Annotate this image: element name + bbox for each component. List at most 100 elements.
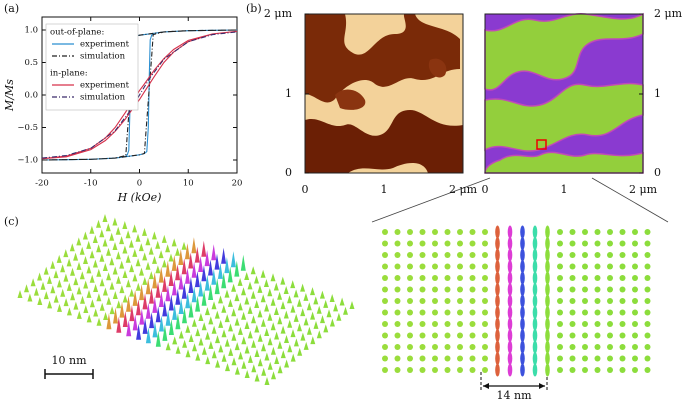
spin bbox=[520, 363, 525, 377]
spin bbox=[181, 282, 187, 299]
spin bbox=[520, 317, 525, 331]
spin bbox=[469, 321, 476, 327]
spin bbox=[70, 267, 75, 276]
spin bbox=[76, 261, 82, 270]
spin bbox=[432, 344, 438, 350]
spin bbox=[382, 367, 388, 373]
spin bbox=[191, 286, 197, 303]
spin bbox=[96, 219, 101, 228]
spin bbox=[214, 278, 220, 295]
spin bbox=[303, 317, 309, 326]
spin bbox=[632, 344, 638, 350]
spin bbox=[495, 306, 500, 319]
spin bbox=[254, 300, 260, 308]
spin bbox=[115, 251, 121, 260]
spin bbox=[482, 252, 488, 258]
spin bbox=[520, 260, 525, 273]
spin bbox=[208, 316, 214, 325]
spin bbox=[86, 314, 92, 323]
spin bbox=[115, 226, 121, 235]
spin bbox=[184, 243, 190, 260]
spin bbox=[482, 321, 488, 327]
spin bbox=[125, 254, 131, 263]
spin bbox=[532, 363, 538, 377]
spin bbox=[105, 223, 111, 232]
spin bbox=[482, 367, 488, 373]
spin bbox=[320, 315, 325, 324]
spin bbox=[119, 260, 125, 269]
spin bbox=[273, 282, 279, 291]
spin bbox=[644, 355, 651, 362]
spin bbox=[284, 335, 289, 343]
spin bbox=[109, 257, 115, 266]
spin bbox=[419, 286, 426, 293]
spin bbox=[47, 275, 52, 284]
spin bbox=[557, 229, 563, 235]
spin bbox=[175, 264, 181, 281]
spin bbox=[495, 317, 500, 331]
spin bbox=[507, 283, 513, 296]
spin bbox=[228, 323, 233, 332]
spin bbox=[215, 359, 221, 368]
spin bbox=[73, 252, 79, 261]
spin bbox=[17, 290, 23, 298]
spin bbox=[145, 327, 151, 344]
spin bbox=[507, 260, 513, 273]
spin bbox=[227, 266, 233, 283]
spin bbox=[228, 347, 234, 356]
y-tick-label: 0.5 bbox=[24, 58, 38, 68]
spin bbox=[545, 363, 550, 377]
spin bbox=[264, 377, 270, 385]
spin bbox=[132, 273, 138, 282]
spin bbox=[221, 304, 227, 313]
spin bbox=[191, 318, 197, 327]
spin bbox=[507, 363, 513, 377]
dark-domain bbox=[335, 58, 447, 110]
spin bbox=[495, 363, 500, 377]
spin bbox=[290, 304, 296, 313]
spin bbox=[619, 367, 626, 373]
spin bbox=[457, 229, 463, 235]
spin bbox=[619, 298, 626, 304]
spin bbox=[211, 268, 217, 285]
spin bbox=[122, 270, 128, 278]
spin bbox=[557, 298, 563, 304]
spin bbox=[112, 242, 118, 250]
spin bbox=[507, 248, 513, 262]
spin bbox=[122, 294, 128, 303]
spin bbox=[432, 321, 438, 327]
spin bbox=[432, 332, 438, 339]
spin bbox=[569, 263, 576, 270]
spin bbox=[204, 250, 210, 267]
spin bbox=[582, 355, 588, 362]
spin bbox=[198, 256, 204, 272]
spin bbox=[244, 321, 250, 329]
spin bbox=[457, 309, 463, 316]
spin bbox=[126, 320, 132, 337]
spin bbox=[644, 332, 651, 339]
spin bbox=[457, 298, 463, 304]
spin bbox=[284, 359, 290, 368]
spin bbox=[382, 298, 388, 304]
spin bbox=[594, 240, 601, 247]
spin bbox=[112, 217, 118, 226]
spin bbox=[254, 275, 259, 284]
spin bbox=[419, 298, 426, 304]
spin bbox=[432, 229, 438, 235]
spin bbox=[520, 225, 525, 239]
spin bbox=[102, 287, 108, 296]
legend-box bbox=[45, 23, 139, 111]
spin bbox=[419, 321, 426, 327]
spin bbox=[182, 339, 188, 348]
spin bbox=[178, 249, 184, 265]
spin bbox=[300, 332, 306, 341]
spin bbox=[569, 309, 576, 316]
spin bbox=[92, 235, 98, 243]
spin bbox=[201, 240, 207, 257]
spin bbox=[482, 309, 488, 316]
spin bbox=[280, 325, 286, 334]
spin bbox=[227, 298, 233, 307]
spin bbox=[122, 311, 128, 327]
y-tick-label: −1.0 bbox=[17, 156, 38, 166]
spin bbox=[619, 309, 626, 316]
